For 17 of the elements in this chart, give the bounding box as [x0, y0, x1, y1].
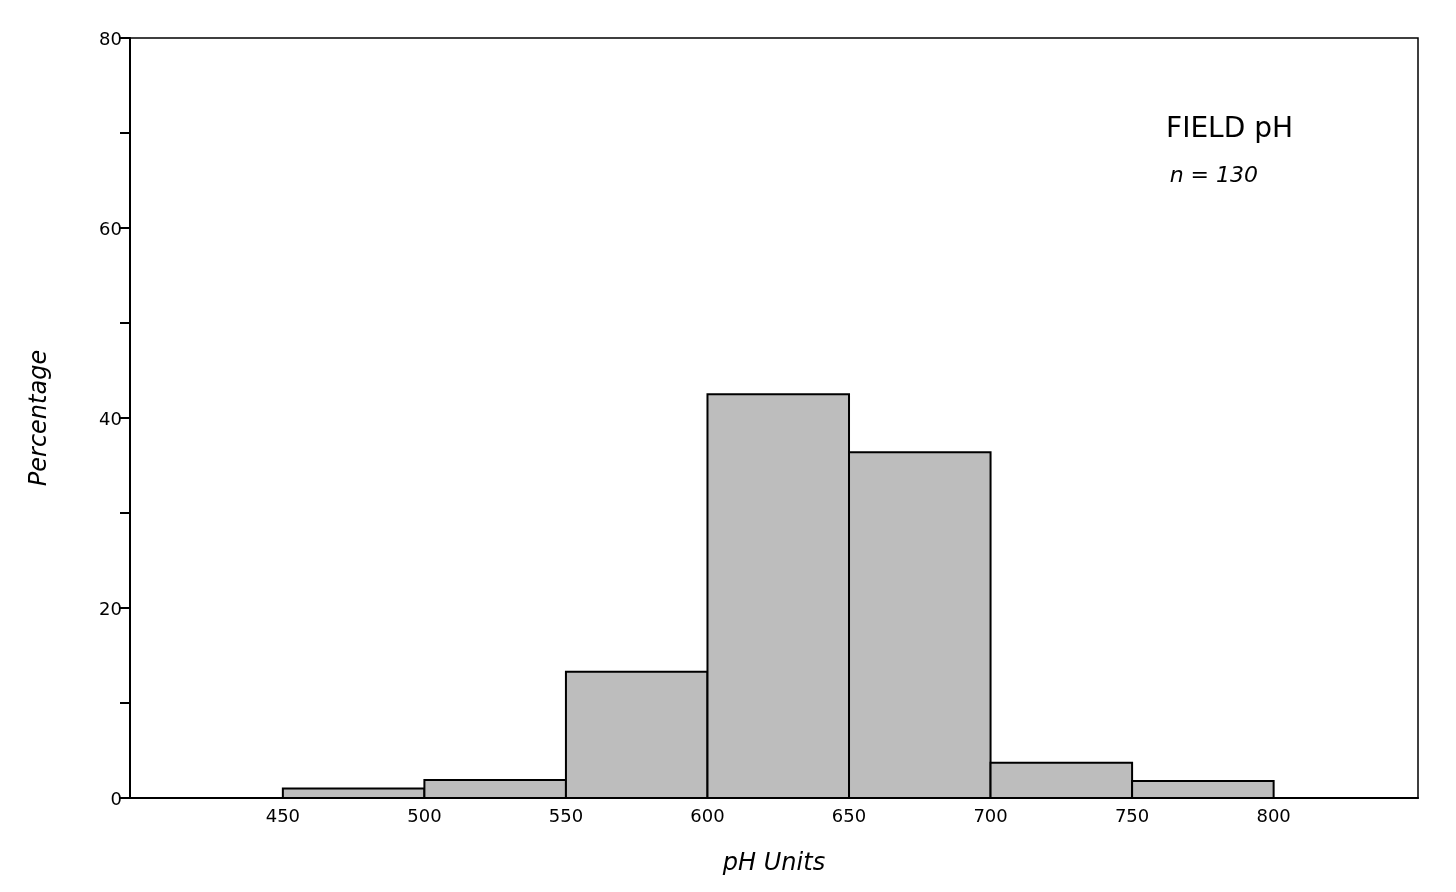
- x-tick-label: 800: [1256, 804, 1291, 826]
- y-tick-label: 20: [99, 597, 122, 619]
- x-tick-label: 550: [548, 804, 584, 826]
- y-tick-label: 80: [99, 27, 122, 49]
- x-tick-label: 450: [265, 804, 301, 826]
- x-tick-label: 700: [973, 804, 1008, 826]
- text: FIELD pH: [1166, 110, 1294, 144]
- x-tick-label: 600: [690, 804, 725, 826]
- y-tick-label: 60: [99, 217, 122, 239]
- x-tick-label: 650: [831, 804, 867, 826]
- annotation: n = 130: [1169, 161, 1258, 187]
- y-axis-title: Percentage: [24, 349, 52, 487]
- x-tick-label: 750: [1114, 804, 1150, 826]
- x-tick-label: 500: [407, 804, 442, 826]
- y-tick-label: 0: [110, 787, 122, 809]
- y-tick-label: 40: [99, 407, 122, 429]
- x-axis-title: pH Units: [721, 848, 826, 876]
